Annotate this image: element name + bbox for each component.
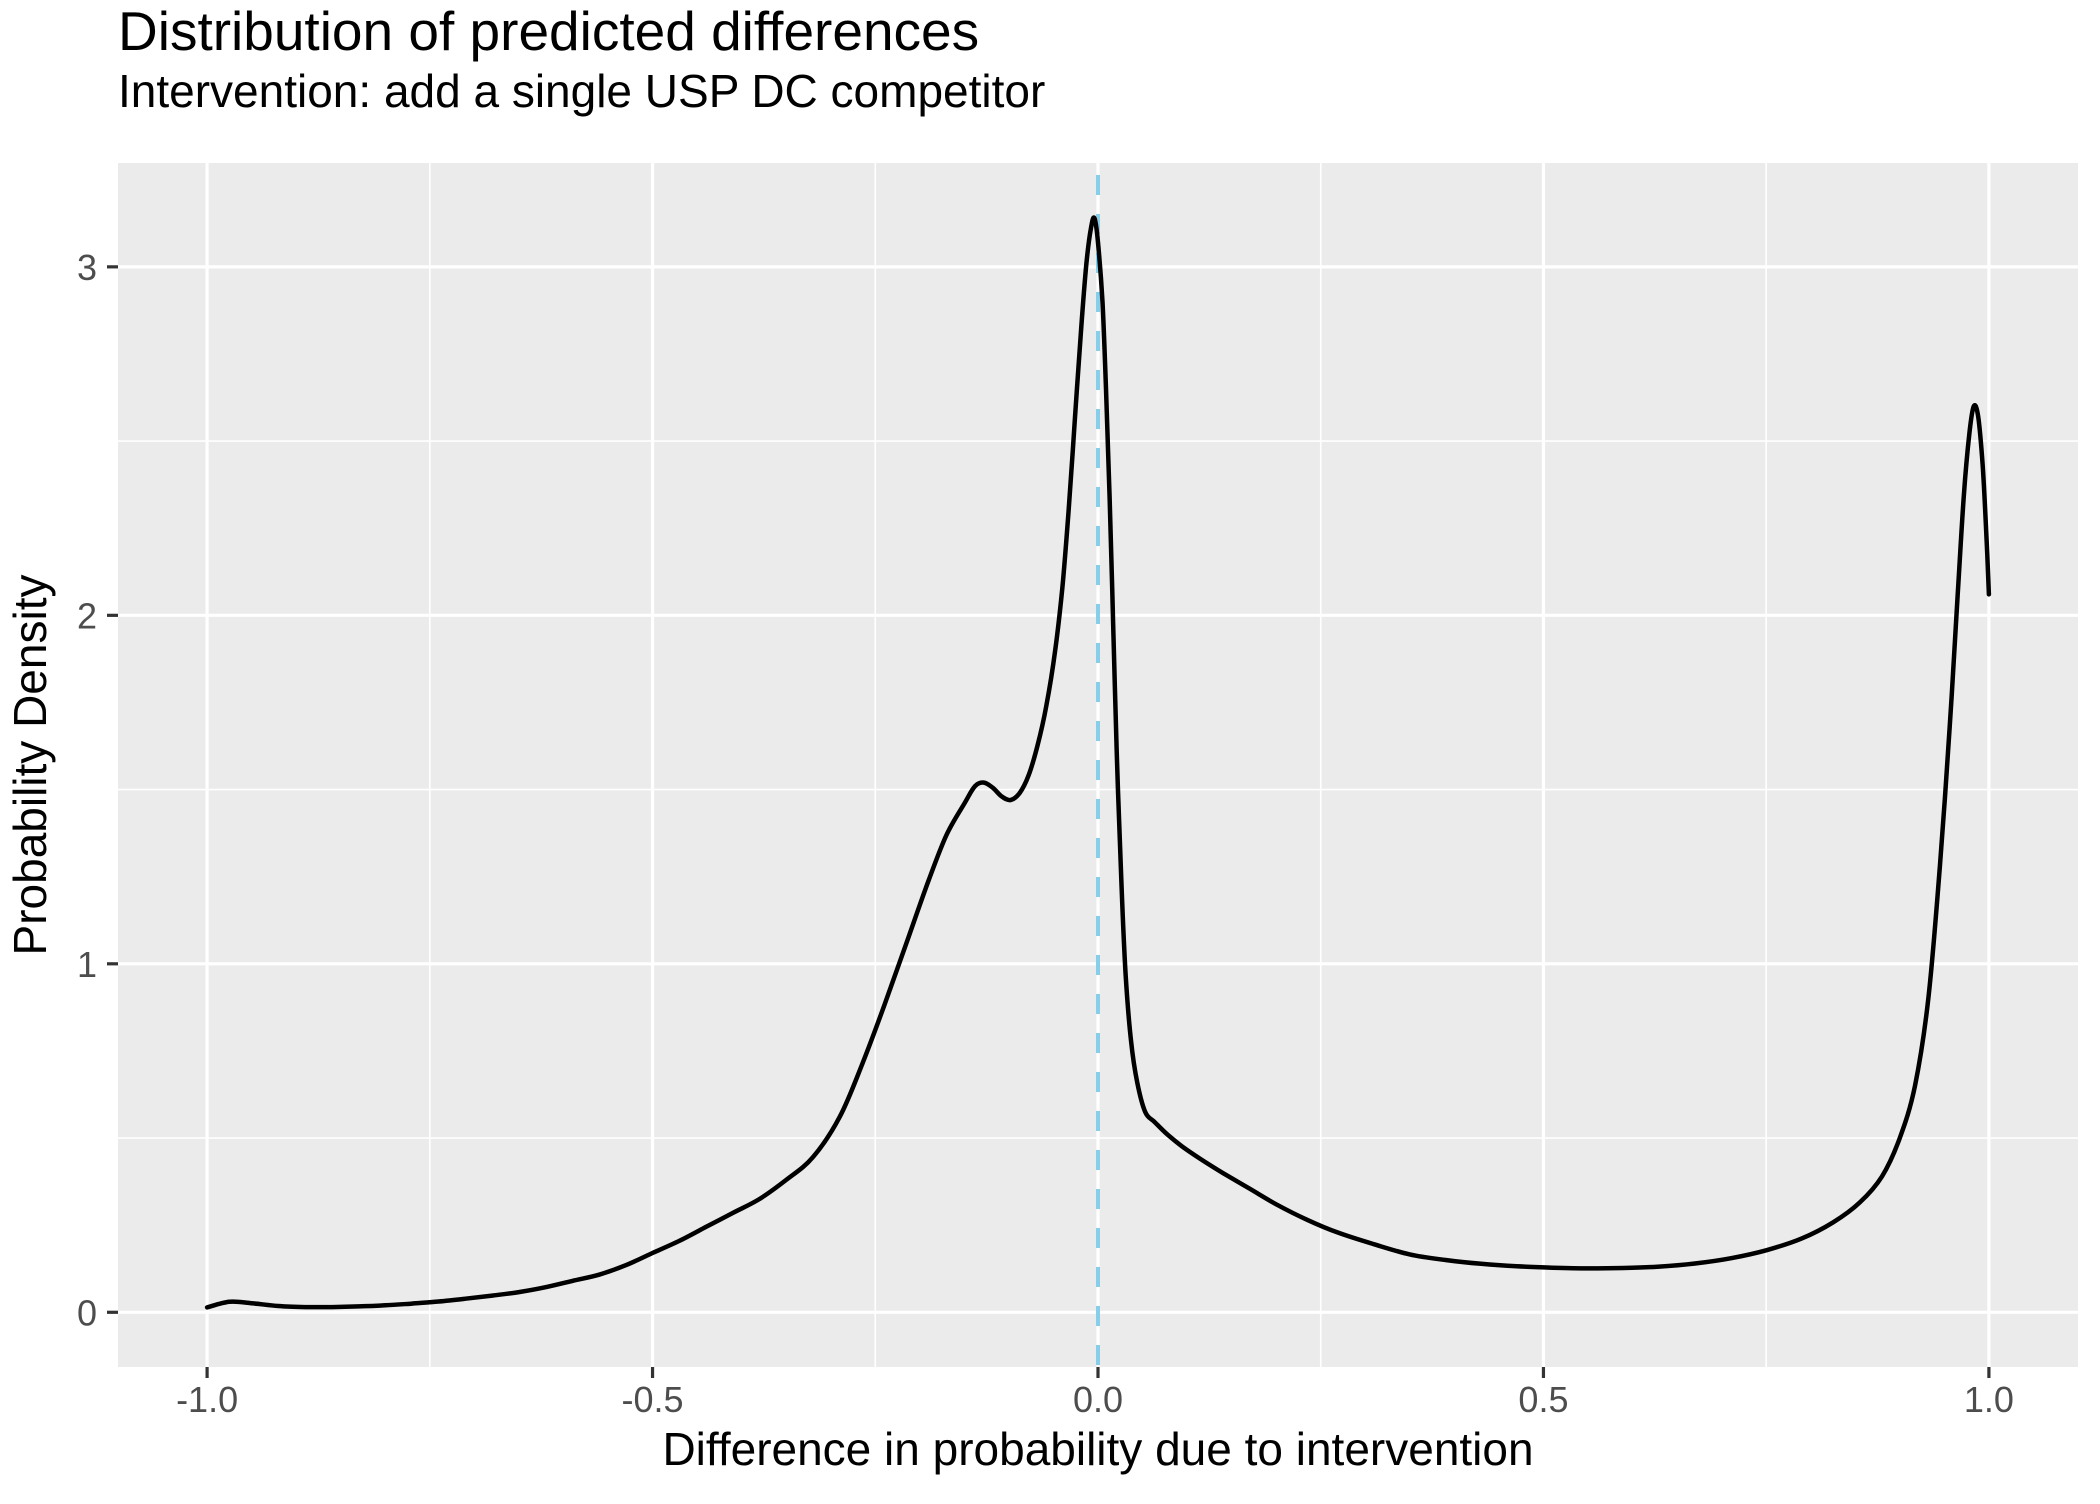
- y-tick-label: 2: [77, 595, 97, 636]
- density-curve: [204, 215, 1992, 1310]
- y-axis-title: Probability Density: [4, 575, 56, 956]
- x-tick-label: 0.0: [1073, 1379, 1123, 1420]
- y-axis-tick-labels: 0 1 2 3: [77, 247, 97, 1333]
- x-axis-tick-labels: -1.0 -0.5 0.0 0.5 1.0: [176, 1379, 2014, 1420]
- x-tick-label: 0.5: [1518, 1379, 1568, 1420]
- y-tick-label: 1: [77, 944, 97, 985]
- x-tick-label: -1.0: [176, 1379, 238, 1420]
- plot-subtitle: Intervention: add a single USP DC compet…: [118, 65, 1045, 117]
- density-curve-group: [204, 215, 1992, 1310]
- x-axis-title: Difference in probability due to interve…: [662, 1423, 1533, 1475]
- y-tick-label: 0: [77, 1292, 97, 1333]
- x-tick-label: -0.5: [622, 1379, 684, 1420]
- axis-tick-marks: [107, 265, 1991, 1378]
- y-tick-label: 3: [77, 247, 97, 288]
- plot-title: Distribution of predicted differences: [118, 0, 979, 62]
- x-tick-label: 1.0: [1964, 1379, 2014, 1420]
